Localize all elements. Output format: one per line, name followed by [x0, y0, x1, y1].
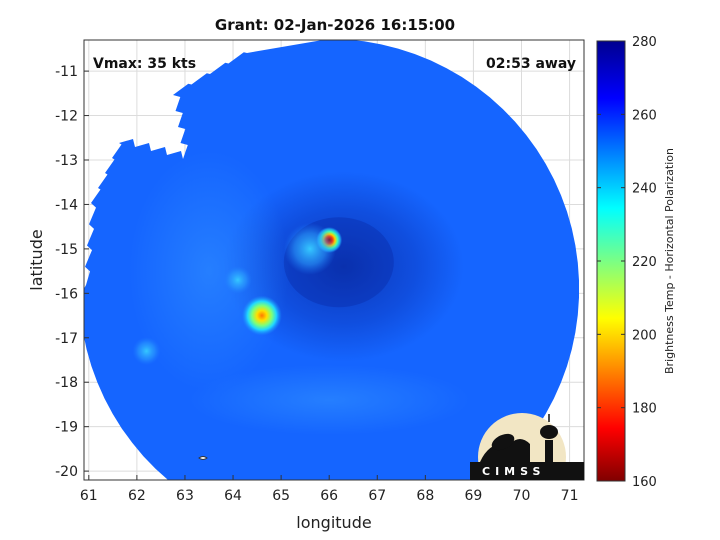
- x-tick-label: 63: [176, 488, 194, 504]
- vmax-annotation: Vmax: 35 kts: [93, 56, 196, 72]
- y-tick-label: -13: [55, 153, 78, 169]
- x-tick-label: 65: [272, 488, 290, 504]
- light-band: [189, 365, 470, 435]
- colorbar-label: Brightness Temp - Horizontal Polarizatio…: [663, 148, 676, 374]
- colorbar-tick-label: 180: [632, 402, 657, 417]
- cimss-logo: CIMSS: [470, 413, 584, 480]
- y-axis-label: latitude: [27, 229, 46, 290]
- x-tick-label: 61: [80, 488, 98, 504]
- y-tick-label: -18: [55, 375, 78, 391]
- colorbar-ticks: 280 260 240 220 200 180 160: [597, 35, 657, 490]
- y-tick-label: -20: [55, 464, 78, 480]
- swath-feature: [132, 337, 161, 366]
- x-tick-label: 66: [320, 488, 338, 504]
- swath-feature: [283, 222, 336, 275]
- y-tick-label: -12: [55, 109, 78, 125]
- colorbar-tick-label: 240: [632, 182, 657, 197]
- y-tick-label: -15: [55, 242, 78, 258]
- colorbar-tick-label: 220: [632, 255, 657, 270]
- y-ticks: -11 -12 -13 -14 -15 -16 -17 -18 -19 -20: [55, 64, 89, 480]
- y-tick-label: -14: [55, 197, 78, 213]
- x-tick-label: 68: [416, 488, 434, 504]
- colorbar-tick-label: 200: [632, 328, 657, 343]
- swath-feature: [223, 266, 252, 294]
- colorbar-tick-label: 260: [632, 108, 657, 123]
- small-island: [198, 456, 208, 460]
- svg-text:CIMSS: CIMSS: [482, 465, 545, 478]
- x-tick-label: 71: [561, 488, 579, 504]
- x-ticks: 61 62 63 64 65 66 67 68 69 70 71: [80, 475, 579, 504]
- plot-frame: [83, 39, 585, 481]
- light-band: [129, 151, 289, 392]
- x-axis-label: longitude: [296, 513, 371, 532]
- time-away-annotation: 02:53 away: [486, 56, 576, 72]
- swath-feature: [241, 295, 282, 336]
- x-tick-label: 62: [128, 488, 146, 504]
- x-tick-label: 69: [465, 488, 483, 504]
- x-tick-label: 64: [224, 488, 242, 504]
- y-tick-label: -16: [55, 286, 78, 302]
- swath-features: [129, 151, 470, 435]
- colorbar-tick-label: 160: [632, 475, 657, 490]
- x-tick-label: 70: [513, 488, 531, 504]
- x-tick-label: 67: [368, 488, 386, 504]
- colorbar-tick-label: 280: [632, 35, 657, 50]
- chart-title: Grant: 02-Jan-2026 16:15:00: [215, 16, 455, 34]
- colorbar: [596, 40, 626, 482]
- y-tick-label: -11: [55, 64, 78, 80]
- y-tick-label: -19: [55, 420, 78, 436]
- y-tick-label: -17: [55, 331, 78, 347]
